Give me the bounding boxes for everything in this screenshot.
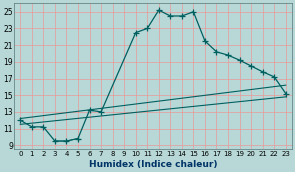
X-axis label: Humidex (Indice chaleur): Humidex (Indice chaleur) (89, 159, 217, 169)
